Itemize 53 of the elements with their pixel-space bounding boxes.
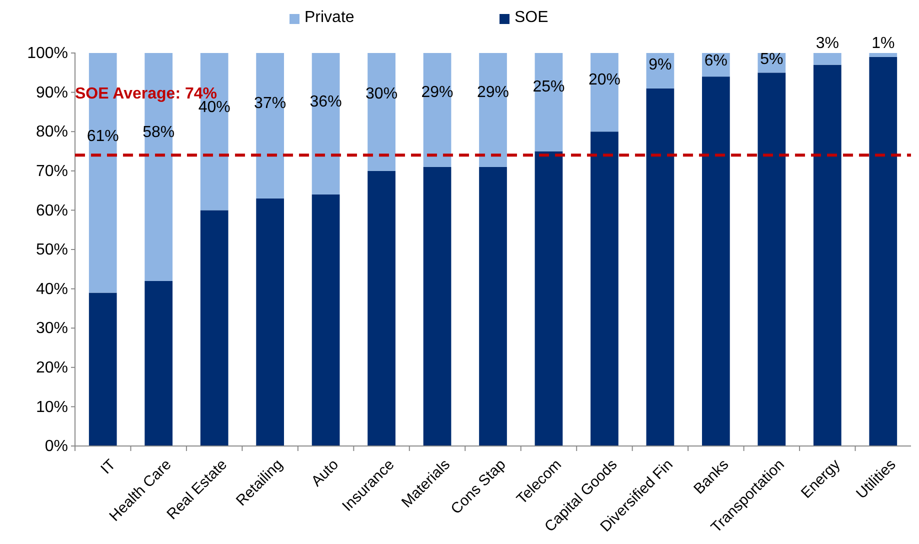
- data-label: 36%: [310, 94, 342, 111]
- bar: [702, 76, 730, 446]
- bar: [479, 166, 507, 446]
- y-tick-label: 0%: [44, 438, 68, 456]
- bar: [256, 198, 284, 446]
- legend-label: Private: [304, 9, 354, 26]
- bar: [423, 53, 452, 167]
- data-label: 30%: [366, 85, 398, 102]
- data-label: 5%: [760, 51, 784, 68]
- y-tick-label: 10%: [36, 398, 68, 416]
- y-tick-label: 20%: [36, 360, 68, 377]
- bar: [590, 53, 618, 132]
- data-label: 20%: [588, 72, 620, 89]
- y-tick-label: 90%: [36, 84, 68, 102]
- bar: [88, 292, 117, 446]
- data-label: 9%: [648, 56, 672, 74]
- x-tick-label: IT: [98, 456, 120, 478]
- bar: [312, 194, 340, 446]
- data-label: 25%: [532, 78, 565, 96]
- data-label: 1%: [872, 35, 895, 52]
- data-label: 40%: [198, 99, 230, 116]
- bar: [312, 53, 340, 194]
- y-tick-label: 100%: [27, 45, 68, 62]
- y-tick-label: 70%: [36, 163, 68, 180]
- data-label: 29%: [421, 84, 454, 102]
- bar: [758, 72, 786, 446]
- bar: [256, 53, 284, 198]
- bar: [869, 53, 898, 57]
- y-tick-label: 60%: [36, 202, 68, 220]
- bar: [590, 132, 618, 446]
- bar: [200, 210, 228, 446]
- data-label: 29%: [476, 84, 510, 102]
- bar: [144, 280, 173, 446]
- bar: [813, 53, 842, 65]
- bar: [813, 64, 842, 446]
- y-tick-label: 50%: [36, 242, 68, 259]
- data-label: 3%: [816, 35, 839, 52]
- bar: [534, 151, 563, 446]
- bar: [423, 166, 452, 446]
- bar: [368, 53, 396, 171]
- bar: [646, 88, 674, 446]
- data-label: 6%: [704, 52, 728, 70]
- data-label: 37%: [254, 95, 286, 112]
- data-label: 61%: [86, 128, 119, 146]
- y-tick-label: 30%: [36, 320, 68, 338]
- y-tick-label: 80%: [36, 124, 68, 141]
- bar: [479, 53, 507, 167]
- data-label: 58%: [142, 124, 175, 142]
- bar: [869, 56, 898, 446]
- legend-label: SOE: [514, 9, 548, 26]
- y-tick-label: 40%: [36, 280, 68, 298]
- bar: [534, 53, 563, 152]
- bar: [368, 170, 396, 446]
